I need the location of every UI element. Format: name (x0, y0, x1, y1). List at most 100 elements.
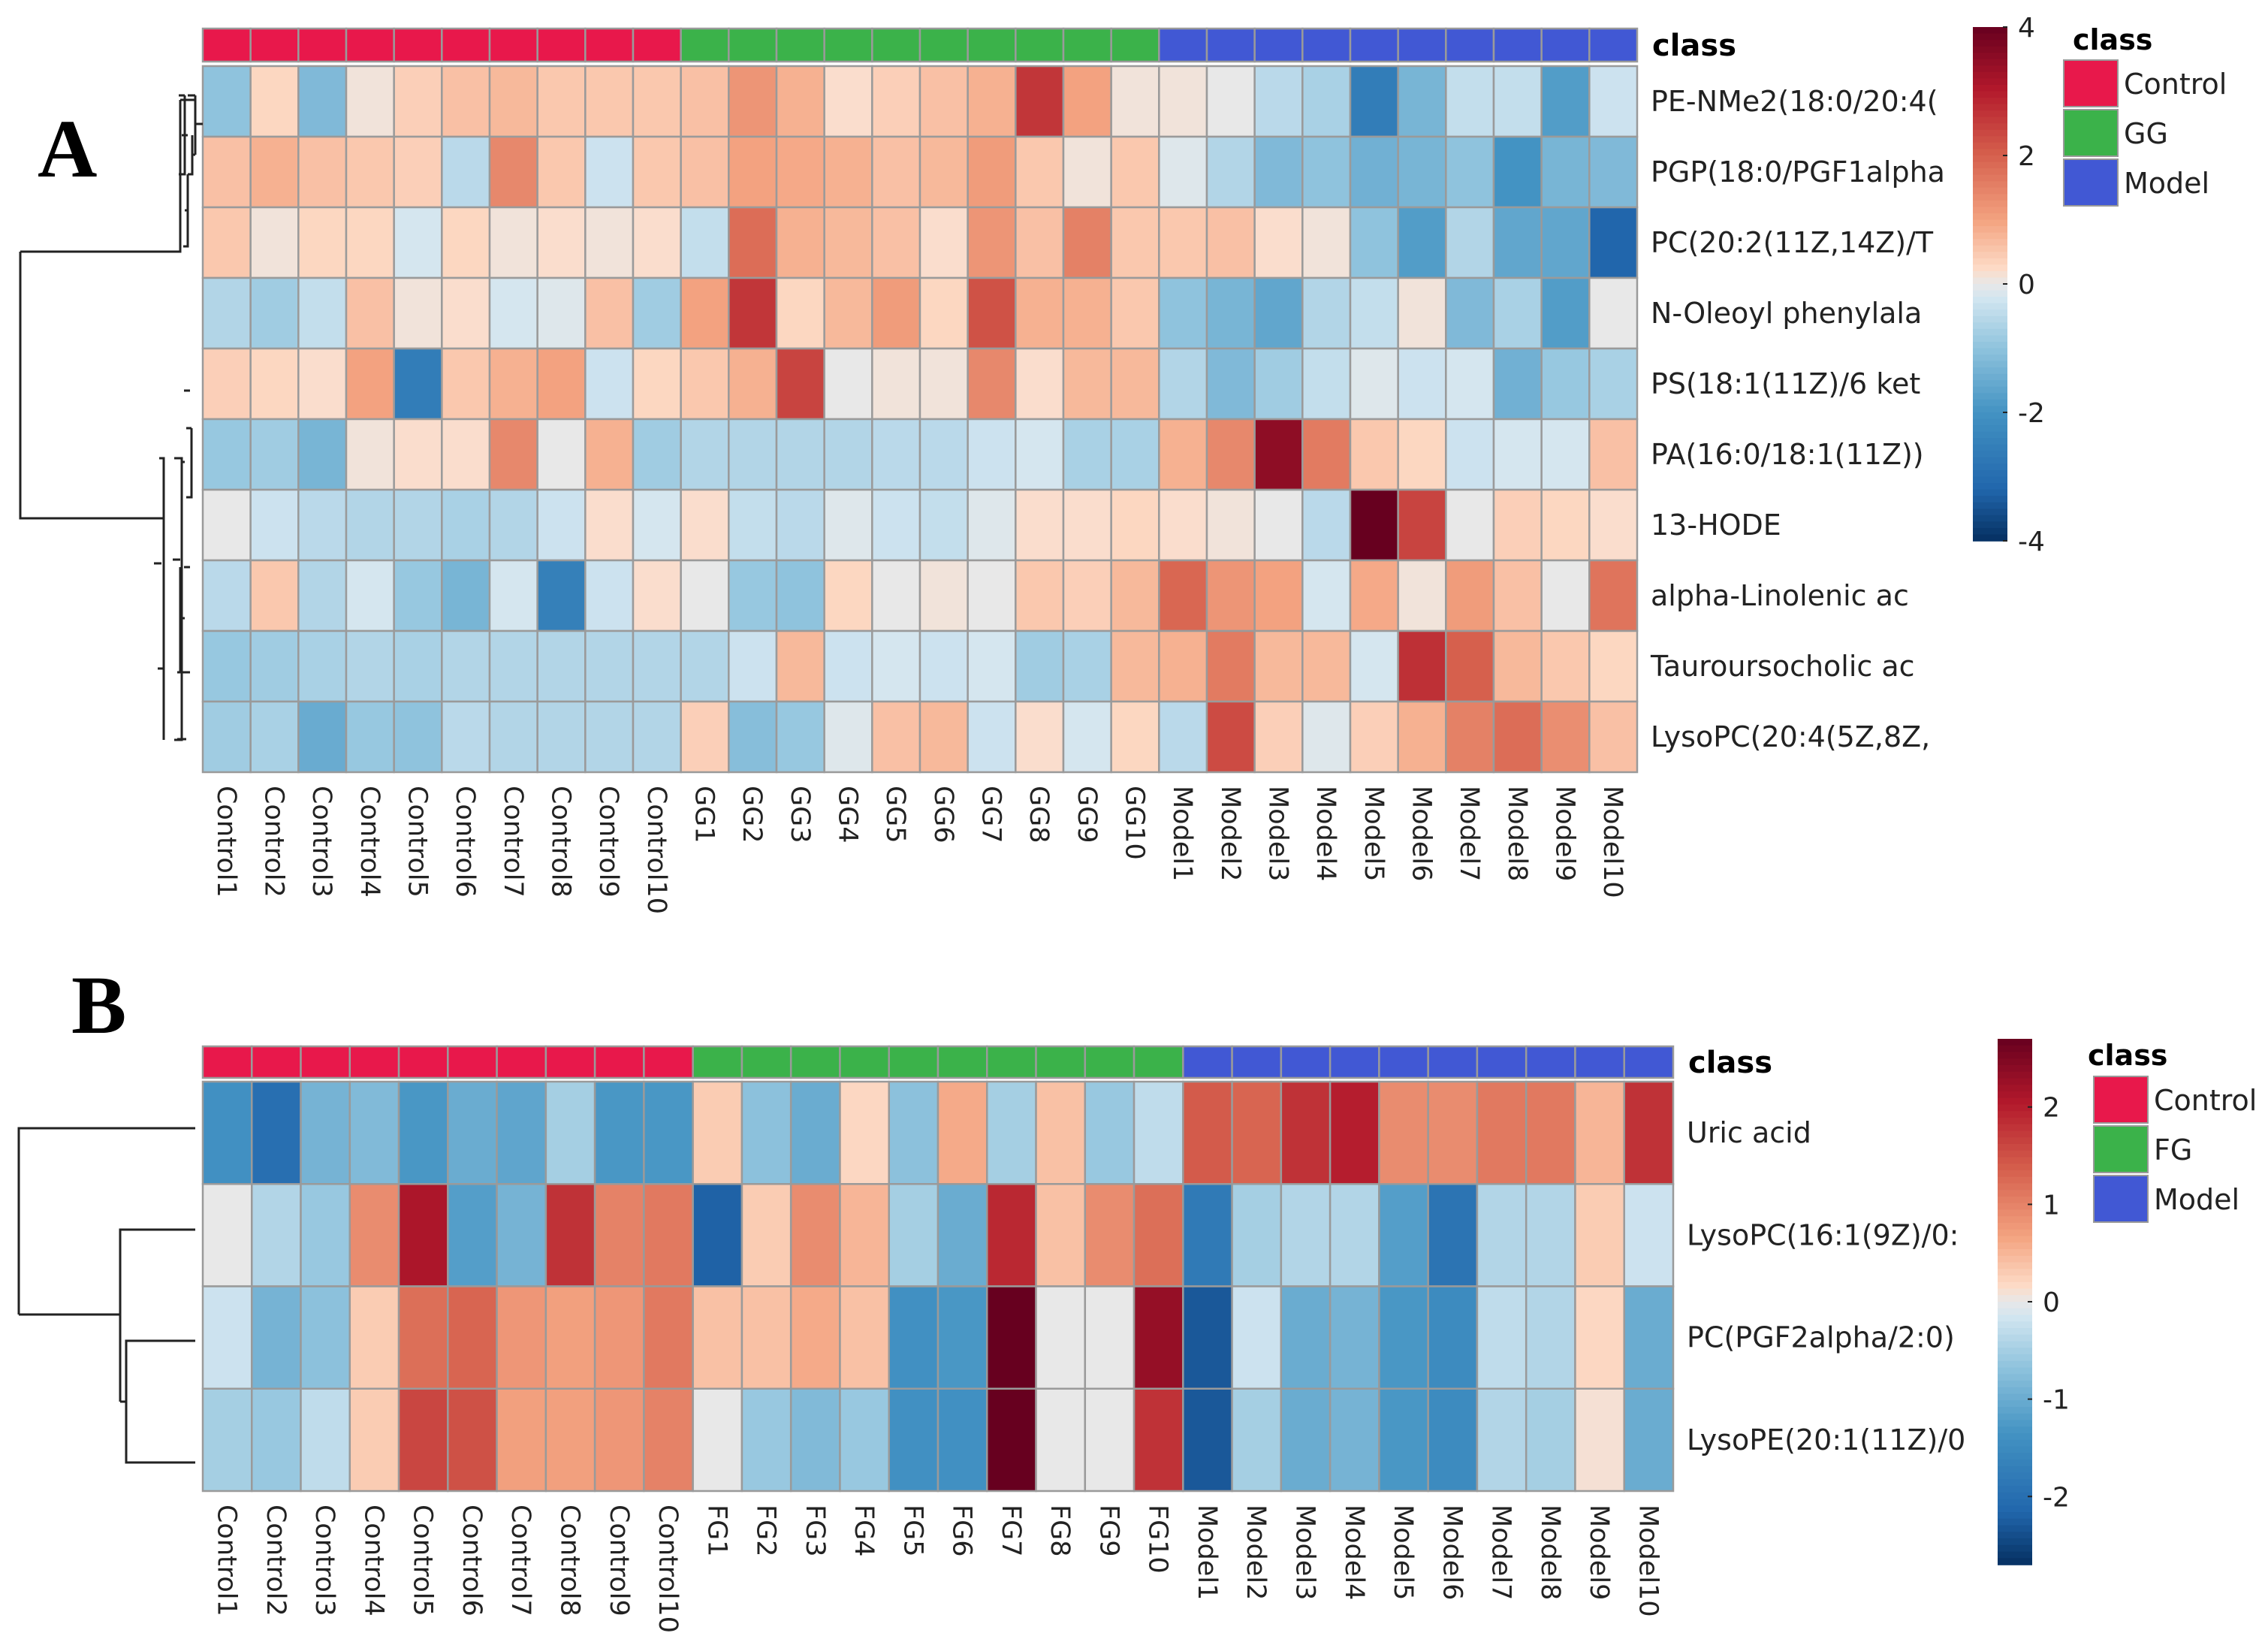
column-label: FG1 (701, 1505, 731, 1557)
heatmap-cell (967, 559, 1017, 632)
heatmap-cell (536, 700, 587, 774)
column-label: FG2 (751, 1505, 781, 1557)
class-bar-cell (936, 1045, 988, 1079)
heatmap-cell (1492, 347, 1543, 421)
heatmap-cell (1231, 1080, 1283, 1185)
color-scale-step (1973, 527, 2007, 536)
column-label: GG2 (737, 786, 767, 844)
heatmap-cell (1588, 700, 1639, 774)
column-label: Model8 (1502, 786, 1532, 881)
color-scale-step (1973, 406, 2007, 413)
color-scale-step (1998, 1052, 2032, 1060)
class-bar-cell (536, 27, 587, 63)
heatmap-cell (839, 1285, 890, 1390)
heatmap-cell (1253, 135, 1304, 209)
heatmap-cell (1205, 276, 1256, 350)
heatmap-cell (447, 1183, 498, 1287)
heatmap-cell (201, 1183, 253, 1287)
heatmap-cell (1253, 276, 1304, 350)
heatmap-cell (1158, 559, 1208, 632)
heatmap-cell (1301, 135, 1352, 209)
class-bar (201, 27, 1639, 63)
heatmap-cell (1588, 206, 1639, 279)
heatmap-cell (201, 1285, 253, 1390)
color-scale-step (1973, 59, 2007, 67)
heatmap-cell (1397, 276, 1447, 350)
heatmap-cell (201, 347, 252, 421)
color-scale-step (1998, 1104, 2032, 1112)
color-scale-step (1973, 264, 2007, 272)
heatmap-cell (1397, 135, 1447, 209)
heatmap-cell (488, 700, 538, 774)
class-bar-cell (1623, 1045, 1675, 1079)
heatmap-cell (936, 1285, 988, 1390)
heatmap-cell (1280, 1387, 1332, 1493)
column-label: FG3 (800, 1505, 830, 1557)
heatmap-cell (1182, 1183, 1233, 1287)
row-label: LysoPC(16:1(9Z)/0: (1687, 1218, 1959, 1251)
color-scale-step (1973, 174, 2007, 182)
heatmap-cell (1062, 276, 1112, 350)
heatmap-cell (1588, 559, 1639, 632)
heatmap-cell (300, 1183, 351, 1287)
heatmap-cell (632, 65, 682, 138)
heatmap-cell (967, 347, 1017, 421)
column-label: Model7 (1486, 1505, 1516, 1600)
heatmap-cell (345, 700, 395, 774)
heatmap-cell (536, 135, 587, 209)
row-labels: PE-NMe2(18:0/20:4(PGP(18:0/PGF1alpha PC(2… (1650, 85, 1945, 753)
heatmap-cell (1084, 1183, 1136, 1287)
heatmap-cell (1062, 559, 1112, 632)
heatmap-cell (871, 559, 921, 632)
heatmap-cell (300, 1285, 351, 1390)
color-scale-step (1973, 270, 2007, 279)
heatmap-cell (249, 629, 300, 703)
heatmap-cell (447, 1387, 498, 1493)
heatmap-cell (1492, 629, 1543, 703)
color-scale-step (1998, 1400, 2032, 1408)
heatmap-cell (536, 347, 587, 421)
color-scale-step (1973, 245, 2007, 253)
heatmap-cell (249, 418, 300, 491)
color-scale-step (1998, 1269, 2032, 1276)
heatmap-cell (1492, 65, 1543, 138)
class-bar-cell (1301, 27, 1352, 63)
row-dendrogram (17, 1127, 195, 1464)
heatmap-cell (1397, 347, 1447, 421)
class-bar-cell (1378, 1045, 1429, 1079)
column-label: Model1 (1192, 1505, 1222, 1600)
heatmap-cell (823, 276, 873, 350)
color-scale-step (1998, 1045, 2032, 1053)
heatmap-cell (1397, 700, 1447, 774)
column-label: FG10 (1143, 1505, 1173, 1574)
column-label: Model5 (1388, 1505, 1418, 1600)
color-scale-step (1998, 1085, 2032, 1092)
heatmap-cell (536, 65, 587, 138)
heatmap-cell (632, 559, 682, 632)
panel-a: A PE-NMe2(18:0/20:4(PGP(18:0/PGF1alpha PC… (19, 13, 2227, 914)
column-label: FG6 (947, 1505, 977, 1557)
heatmap-cell (1301, 559, 1352, 632)
heatmap-cell (936, 1183, 988, 1287)
heatmap-cell (918, 488, 969, 562)
heatmap-cell (1378, 1080, 1429, 1185)
heatmap-cell (249, 559, 300, 632)
color-scale-step (1998, 1459, 2032, 1467)
heatmap-cell (348, 1387, 400, 1493)
heatmap-cell (632, 488, 682, 562)
color-scale-step (1998, 1465, 2032, 1474)
color-scale-step (1973, 46, 2007, 53)
heatmap-cell (871, 418, 921, 491)
column-label: FG9 (1093, 1505, 1123, 1557)
heatmap-cell (1301, 347, 1352, 421)
color-scale-step (1973, 252, 2007, 259)
heatmap-cell (643, 1285, 694, 1390)
heatmap-cell (1492, 488, 1543, 562)
column-label: GG10 (1120, 786, 1150, 860)
heatmap-cell (823, 206, 873, 279)
heatmap-cell (728, 65, 778, 138)
heatmap-cell (488, 347, 538, 421)
column-label: Control1 (211, 786, 241, 898)
class-bar-cell (441, 27, 491, 63)
row-label: alpha-Linolenic ac (1651, 579, 1909, 612)
